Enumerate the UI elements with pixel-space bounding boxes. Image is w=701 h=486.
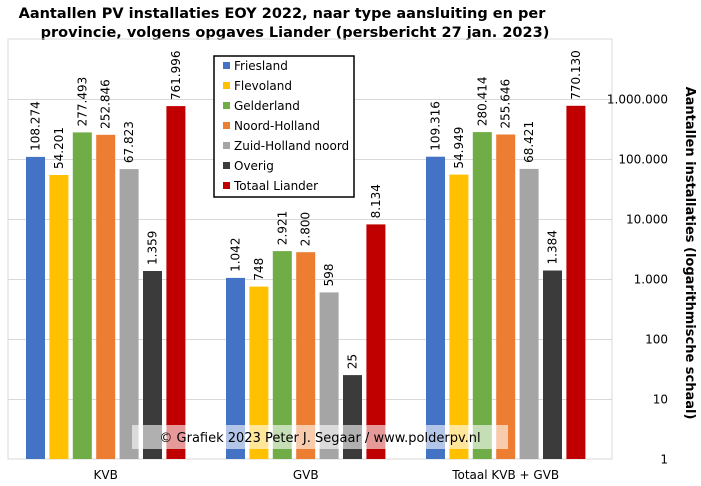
category-label: GVB bbox=[293, 468, 319, 482]
y-tick-label: 10.000 bbox=[626, 213, 668, 227]
legend: Friesland Flevoland Gelderland Noord-Hollan… bbox=[213, 55, 355, 198]
bar bbox=[296, 252, 316, 459]
data-label: 1.384 bbox=[546, 230, 560, 264]
bar bbox=[319, 292, 339, 459]
bar bbox=[472, 132, 492, 459]
legend-item-label: Zuid-Holland noord bbox=[234, 139, 349, 153]
data-label: 8.134 bbox=[369, 184, 383, 218]
data-label: 109.316 bbox=[429, 101, 443, 151]
data-label: 54.949 bbox=[452, 127, 466, 169]
bar bbox=[426, 156, 445, 459]
bar bbox=[119, 169, 139, 459]
legend-swatch bbox=[223, 82, 230, 89]
bar bbox=[543, 270, 562, 459]
bars bbox=[26, 105, 586, 460]
watermark-text: © Grafiek 2023 Peter J. Segaar / www.pol… bbox=[159, 431, 480, 446]
y-tick-label: 100 bbox=[645, 333, 668, 347]
legend-item-label: Gelderland bbox=[234, 99, 300, 113]
category-label: KVB bbox=[94, 468, 118, 482]
y-tick-label: 1.000.000 bbox=[607, 93, 668, 107]
watermark-box bbox=[132, 425, 508, 449]
bar bbox=[26, 156, 45, 459]
data-label: 598 bbox=[322, 263, 336, 286]
bar bbox=[49, 175, 69, 459]
category-label: Totaal KVB + GVB bbox=[451, 468, 559, 482]
bar bbox=[519, 168, 539, 459]
data-label: 25 bbox=[346, 354, 360, 369]
data-label: 770.130 bbox=[569, 50, 583, 100]
bar bbox=[496, 134, 516, 459]
bar bbox=[166, 106, 186, 459]
legend-item-label: Overig bbox=[234, 159, 274, 173]
data-label: 54.201 bbox=[52, 127, 66, 169]
data-label: 108.274 bbox=[29, 101, 43, 151]
y-tick-label: 10 bbox=[653, 393, 668, 407]
data-label: 252.846 bbox=[99, 79, 113, 129]
bar bbox=[366, 224, 386, 459]
bar bbox=[449, 174, 469, 459]
y-axis-ticks: 1 10 100 1.000 10.000 100.000 1.000.000 bbox=[607, 93, 668, 467]
data-label: 2.921 bbox=[275, 211, 289, 245]
legend-item-label: Noord-Holland bbox=[234, 119, 320, 133]
legend-swatch bbox=[223, 62, 230, 69]
y-tick-label: 1.000 bbox=[634, 273, 668, 287]
data-label: 748 bbox=[252, 258, 266, 281]
y-tick-label: 1 bbox=[660, 453, 668, 467]
legend-swatch bbox=[223, 142, 230, 149]
legend-swatch bbox=[223, 162, 230, 169]
watermark: © Grafiek 2023 Peter J. Segaar / www.pol… bbox=[132, 425, 508, 449]
data-label: 2.800 bbox=[299, 212, 313, 246]
data-label: 761.996 bbox=[169, 50, 183, 100]
bar bbox=[272, 251, 292, 459]
legend-swatch bbox=[223, 122, 230, 129]
legend-box bbox=[213, 55, 355, 198]
legend-item-label: Totaal Liander bbox=[233, 179, 318, 193]
data-label: 1.042 bbox=[229, 238, 243, 272]
chart-title-line-2: provincie, volgens opgaves Liander (pers… bbox=[41, 25, 550, 41]
bar bbox=[566, 105, 586, 460]
legend-item-label: Flevoland bbox=[234, 79, 292, 93]
bar bbox=[72, 132, 92, 459]
data-label: 68.421 bbox=[522, 121, 536, 163]
bar bbox=[96, 134, 116, 460]
data-labels: 108.274 54.201 277.493 252.846 67.823 1.359 76… bbox=[29, 50, 583, 369]
data-label: 280.414 bbox=[475, 76, 489, 126]
data-label: 255.646 bbox=[499, 79, 513, 129]
bar bbox=[226, 277, 245, 459]
y-tick-label: 100.000 bbox=[618, 153, 668, 167]
data-label: 277.493 bbox=[75, 77, 89, 127]
bar bbox=[249, 286, 269, 459]
legend-swatch bbox=[223, 182, 230, 189]
x-axis-categories: KVB GVB Totaal KVB + GVB bbox=[94, 468, 560, 482]
y-axis-label: Aantallen installaties (logarithmische s… bbox=[682, 87, 697, 420]
legend-item-label: Friesland bbox=[234, 59, 288, 73]
legend-swatch bbox=[223, 102, 230, 109]
chart-title-line-1: Aantallen PV installaties EOY 2022, naar… bbox=[19, 6, 547, 22]
data-label: 67.823 bbox=[122, 121, 136, 163]
data-label: 1.359 bbox=[146, 231, 160, 265]
bar bbox=[143, 271, 162, 459]
